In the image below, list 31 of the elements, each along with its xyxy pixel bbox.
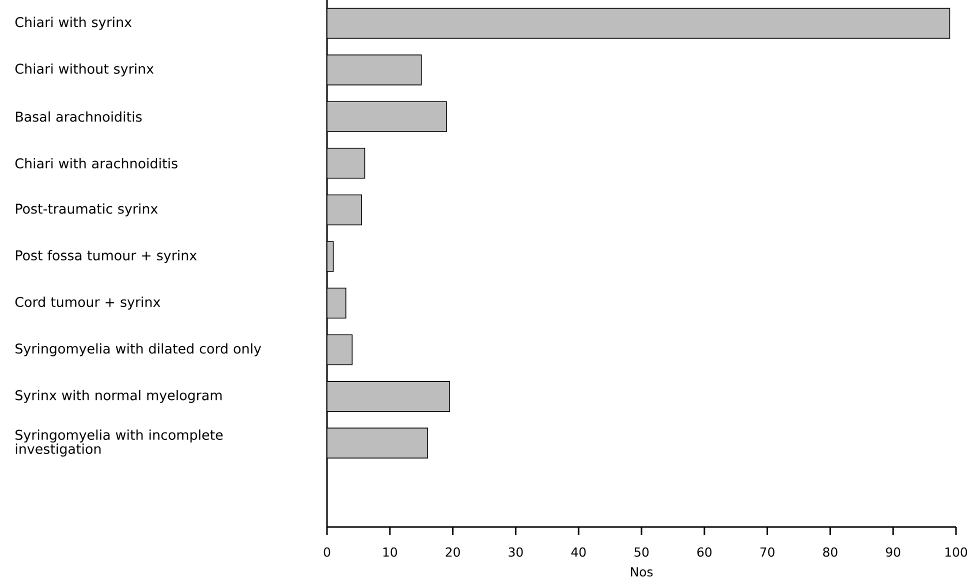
bar <box>327 148 366 179</box>
x-tick-label: 10 <box>383 547 397 557</box>
bar <box>327 194 362 226</box>
x-tick-label: 70 <box>760 547 774 557</box>
y-tick-label: Post-traumatic syrinx <box>16 203 158 216</box>
x-tick-label: 30 <box>508 547 523 557</box>
y-tick-label: Chiari with arachnoiditis <box>15 158 178 168</box>
x-tick-label: 90 <box>886 547 900 557</box>
bar <box>327 334 353 366</box>
x-tick-label: 50 <box>634 547 649 557</box>
y-tick-label: Chiari with syrinx <box>15 16 132 30</box>
y-tick-label: Syringomyelia with incomplete investigation <box>16 430 223 457</box>
x-tick-label: 40 <box>571 547 586 557</box>
x-axis-title: Nos <box>631 567 653 577</box>
y-tick-label: Basal arachnoiditis <box>16 111 142 122</box>
y-tick-label: Syrinx with normal myelogram <box>16 390 222 403</box>
bar <box>327 8 950 39</box>
bar <box>327 428 428 458</box>
y-tick-label: Post fossa tumour + syrinx <box>16 250 197 264</box>
y-tick-label: Syringomyelia with dilated cord only <box>16 343 262 356</box>
x-tick-label: 100 <box>946 547 968 557</box>
bar <box>327 54 422 86</box>
y-tick-label: Chiari without syrinx <box>15 63 154 76</box>
bar <box>327 288 346 319</box>
bar <box>327 101 447 132</box>
x-tick-label: 0 <box>324 547 330 557</box>
bar <box>327 381 450 412</box>
x-tick-label: 20 <box>446 547 460 557</box>
x-tick-label: 60 <box>697 547 712 557</box>
y-tick-label: Cord tumour + syrinx <box>15 296 160 310</box>
x-tick-label: 80 <box>823 547 838 557</box>
